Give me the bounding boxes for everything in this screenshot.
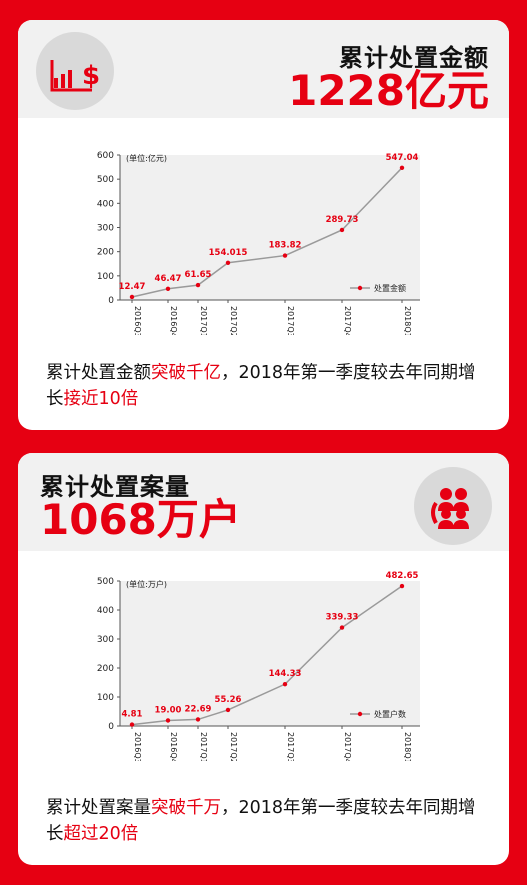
bar-chart-dollar-icon: $	[50, 60, 100, 92]
cases-legend-label: 处置户数	[374, 709, 406, 719]
cases-data-label: 144.33	[269, 669, 302, 679]
cases-ytick-label: 400	[97, 606, 114, 616]
cases-description: 累计处置案量突破千万，2018年第一季度较去年同期增长超过20倍	[46, 795, 489, 847]
cases-data-point	[282, 681, 288, 687]
amount-data-point	[195, 282, 201, 288]
cases-data-label: 4.81	[122, 710, 143, 720]
cases-data-point	[339, 625, 345, 630]
desc1-highlight2: 接近10倍	[63, 389, 139, 409]
amount-card: $ 累计处置金额 1228亿元 0 100 200 300 400 500 600 (单位:亿…	[18, 20, 509, 430]
cases-plot-area	[120, 581, 420, 726]
cases-value: 1068万户	[40, 495, 241, 544]
people-group-icon	[431, 488, 469, 529]
amount-data-point	[129, 294, 135, 300]
cases-xtick-label: 2018Q1	[403, 732, 412, 761]
cases-data-label: 339.33	[326, 613, 359, 623]
cases-data-label: 55.26	[215, 695, 242, 705]
amount-xtick-label: 2017Q3	[286, 306, 295, 335]
cases-data-label: 19.00	[155, 705, 182, 715]
desc2-part2: ，2018年第一季度较去年同期增长	[46, 798, 476, 844]
desc2-highlight2: 超过20倍	[63, 824, 139, 844]
amount-data-point	[339, 227, 345, 233]
cases-data-label: 482.65	[386, 571, 419, 581]
desc1-part1: 累计处置金额	[46, 363, 151, 383]
amount-xtick-label: 2017Q4	[343, 306, 352, 335]
cases-ytick-label: 100	[97, 693, 114, 703]
amount-ytick-label: 400	[97, 199, 114, 209]
amount-description: 累计处置金额突破千亿，2018年第一季度较去年同期增长接近10倍	[46, 360, 489, 412]
cases-chart: 0 100 200 300 400 500 (单位:万户) 2016Q3 2016Q4 2017Q…	[86, 571, 426, 764]
amount-chart: 0 100 200 300 400 500 600 (单位:亿元) 2016Q3 2016Q4 20…	[86, 145, 426, 338]
amount-ytick-label: 0	[108, 296, 114, 306]
amount-xtick-label: 2016Q3	[133, 306, 142, 335]
cases-xtick-label: 2017Q1	[199, 732, 208, 761]
amount-xtick-label: 2016Q4	[169, 306, 178, 335]
cases-xtick-label: 2017Q4	[343, 732, 352, 761]
amount-data-label: 12.47	[119, 282, 146, 292]
amount-xtick-label: 2018Q1	[403, 306, 412, 335]
amount-xtick-label: 2017Q1	[199, 306, 208, 335]
desc1-highlight1: 突破千亿	[151, 363, 221, 383]
desc2-part1: 累计处置案量	[46, 798, 151, 818]
amount-data-label: 183.82	[269, 241, 302, 251]
amount-data-label: 154.015	[209, 248, 248, 258]
cases-data-point	[225, 707, 231, 713]
cases-chart-svg: 0 100 200 300 400 500 (单位:万户) 2016Q3 2016Q4 2017Q…	[97, 571, 420, 764]
amount-data-point	[399, 165, 405, 170]
cases-unit-label: (单位:万户)	[126, 579, 167, 589]
cases-heading: 累计处置案量	[40, 473, 190, 501]
amount-data-label: 547.04	[386, 153, 419, 163]
amount-ytick-label: 100	[97, 272, 114, 282]
amount-chart-svg: 0 100 200 300 400 500 600 (单位:亿元) 2016Q3 2016Q4 20…	[97, 151, 420, 338]
amount-ytick-label: 300	[97, 224, 114, 234]
amount-data-label: 289.73	[326, 215, 359, 225]
cases-data-point	[129, 722, 135, 727]
svg-text:$: $	[82, 61, 100, 91]
desc1-part2: ，2018年第一季度较去年同期增长	[46, 363, 476, 409]
cases-ytick-label: 300	[97, 635, 114, 645]
amount-data-label: 46.47	[155, 274, 182, 284]
cases-data-point	[399, 583, 405, 589]
amount-legend-marker	[357, 285, 363, 291]
cases-data-label: 22.69	[185, 704, 212, 714]
amount-ytick-label: 600	[97, 151, 114, 161]
amount-data-point	[165, 286, 171, 291]
amount-icon-circle: $	[36, 32, 114, 110]
cases-data-point	[165, 718, 171, 723]
cases-ytick-label: 0	[108, 722, 114, 732]
amount-heading: 累计处置金额	[339, 44, 489, 72]
cases-ytick-label: 200	[97, 664, 114, 674]
amount-data-label: 61.65	[185, 270, 212, 280]
amount-value: 1228亿元	[288, 66, 489, 115]
cases-xtick-label: 2017Q2	[229, 732, 238, 761]
amount-xtick-label: 2017Q2	[229, 306, 238, 335]
cases-xtick-label: 2016Q3	[133, 732, 142, 761]
cases-data-point	[195, 717, 201, 722]
amount-ytick-label: 200	[97, 248, 114, 258]
amount-legend-label: 处置金额	[374, 283, 406, 293]
cases-icon-circle	[414, 467, 492, 545]
amount-ytick-label: 500	[97, 175, 114, 185]
amount-unit-label: (单位:亿元)	[126, 153, 167, 163]
cases-xtick-label: 2016Q4	[169, 732, 178, 761]
cases-ytick-label: 500	[97, 577, 114, 587]
cases-xtick-label: 2017Q3	[286, 732, 295, 761]
cases-card: 累计处置案量 1068万户 0 100 200 300 400 500 (单位:万户) 201…	[18, 453, 509, 865]
desc2-highlight1: 突破千万	[151, 798, 221, 818]
amount-data-point	[225, 260, 231, 265]
amount-data-point	[282, 253, 288, 258]
cases-legend-marker	[357, 711, 363, 717]
amount-plot-area	[120, 155, 420, 300]
